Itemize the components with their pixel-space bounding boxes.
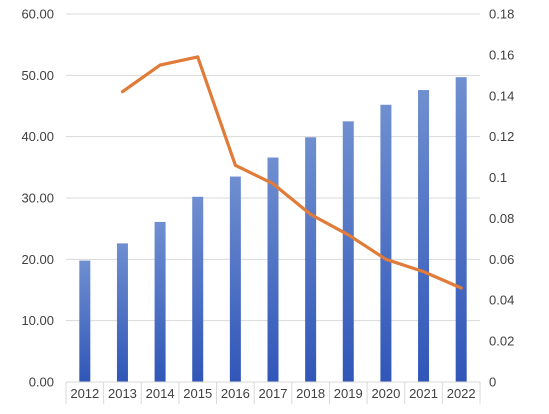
x-tick-label: 2014	[146, 386, 175, 401]
right-tick-label: 0.18	[489, 7, 514, 22]
bar-2017	[268, 158, 279, 382]
bar-2015	[192, 197, 203, 382]
right-tick-label: 0.12	[489, 129, 514, 144]
bar-2012	[79, 261, 90, 382]
left-tick-label: 60.00	[21, 7, 54, 22]
x-tick-label: 2022	[447, 386, 476, 401]
x-axis: 2012 2013 2014 2015 2016 2017 2018 2019 2020 2021…	[66, 382, 480, 404]
left-tick-label: 40.00	[21, 129, 54, 144]
x-tick-label: 2020	[371, 386, 400, 401]
right-y-axis: 0 0.02 0.04 0.06 0.08 0.1 0.12 0.14 0.16 0.18	[489, 7, 514, 390]
left-y-axis: 0.00 10.00 20.00 30.00 40.00 50.00 60.00	[21, 7, 54, 390]
x-tick-label: 2016	[221, 386, 250, 401]
line-series	[122, 57, 461, 288]
bar-2016	[230, 177, 241, 382]
bar-2013	[117, 243, 128, 382]
bar-2020	[380, 105, 391, 382]
x-tick-label: 2013	[108, 386, 137, 401]
bar-2018	[305, 137, 316, 382]
x-tick-label: 2012	[70, 386, 99, 401]
x-tick-label: 2017	[259, 386, 288, 401]
bar-2022	[456, 77, 467, 382]
left-tick-label: 20.00	[21, 252, 54, 267]
x-tick-label: 2018	[296, 386, 325, 401]
left-tick-label: 30.00	[21, 191, 54, 206]
x-tick-label: 2019	[334, 386, 363, 401]
bar-2014	[155, 222, 166, 382]
line-path	[123, 57, 462, 288]
bar-series	[79, 77, 466, 382]
right-tick-label: 0.16	[489, 47, 514, 62]
x-tick-label: 2015	[183, 386, 212, 401]
left-tick-label: 50.00	[21, 68, 54, 83]
right-tick-label: 0	[489, 375, 496, 390]
left-tick-label: 10.00	[21, 313, 54, 328]
left-tick-label: 0.00	[29, 375, 54, 390]
bar-2019	[343, 121, 354, 382]
right-tick-label: 0.02	[489, 334, 514, 349]
right-tick-label: 0.14	[489, 88, 514, 103]
right-tick-label: 0.1	[489, 170, 507, 185]
right-tick-label: 0.08	[489, 211, 514, 226]
bar-2021	[418, 90, 429, 382]
right-tick-label: 0.04	[489, 293, 514, 308]
right-tick-label: 0.06	[489, 252, 514, 267]
x-tick-label: 2021	[409, 386, 438, 401]
